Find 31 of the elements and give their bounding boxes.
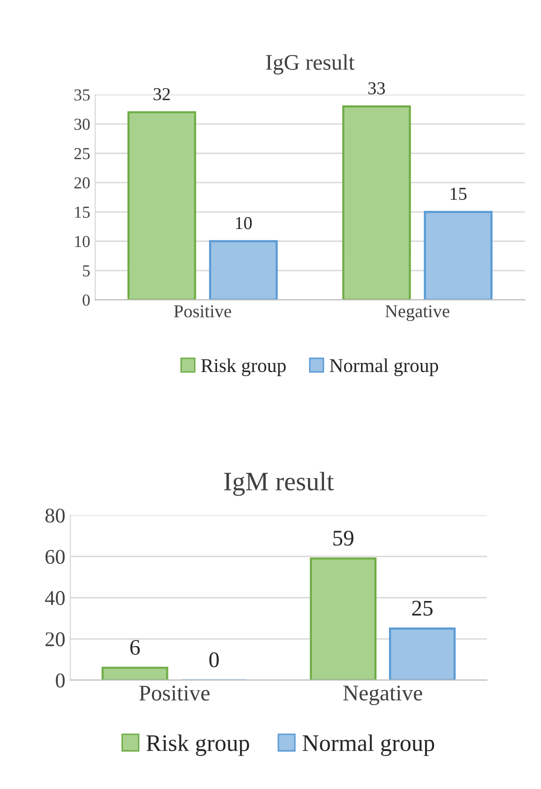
y-tick-label: 80 bbox=[45, 508, 65, 523]
y-tick-label: 10 bbox=[75, 236, 90, 248]
x-tick-label: Negative bbox=[343, 686, 422, 706]
y-tick-label: 25 bbox=[74, 148, 90, 160]
x-tick-label: Positive bbox=[139, 686, 210, 701]
data-label: 10 bbox=[236, 217, 252, 230]
y-tick-label: 20 bbox=[46, 632, 65, 646]
legend-label: Risk group bbox=[146, 734, 250, 756]
data-label: 0 bbox=[209, 652, 219, 668]
y-tick-label: 30 bbox=[74, 118, 90, 130]
legend-label: Normal group bbox=[330, 358, 438, 376]
x-tick-label: Positive bbox=[174, 305, 232, 318]
y-tick-label: 15 bbox=[75, 206, 90, 218]
data-label: 32 bbox=[154, 88, 170, 100]
data-label: 33 bbox=[368, 82, 385, 94]
y-tick-label: 5 bbox=[82, 265, 90, 276]
y-tick-label: 60 bbox=[46, 550, 65, 564]
chart-title: IgM result bbox=[224, 472, 334, 496]
chart-title: IgG result bbox=[266, 54, 355, 74]
legend-label: Risk group bbox=[201, 358, 286, 376]
data-label: 59 bbox=[333, 530, 354, 546]
y-tick-label: 35 bbox=[74, 89, 90, 101]
y-tick-label: 0 bbox=[82, 294, 90, 306]
x-tick-label: Negative bbox=[385, 305, 450, 322]
y-tick-label: 0 bbox=[56, 673, 65, 688]
data-label: 6 bbox=[130, 640, 140, 655]
legend-label: Normal group bbox=[302, 734, 434, 756]
data-label: 25 bbox=[412, 600, 433, 616]
y-tick-label: 20 bbox=[74, 177, 90, 189]
data-label: 15 bbox=[450, 188, 467, 200]
y-tick-label: 40 bbox=[45, 591, 65, 606]
